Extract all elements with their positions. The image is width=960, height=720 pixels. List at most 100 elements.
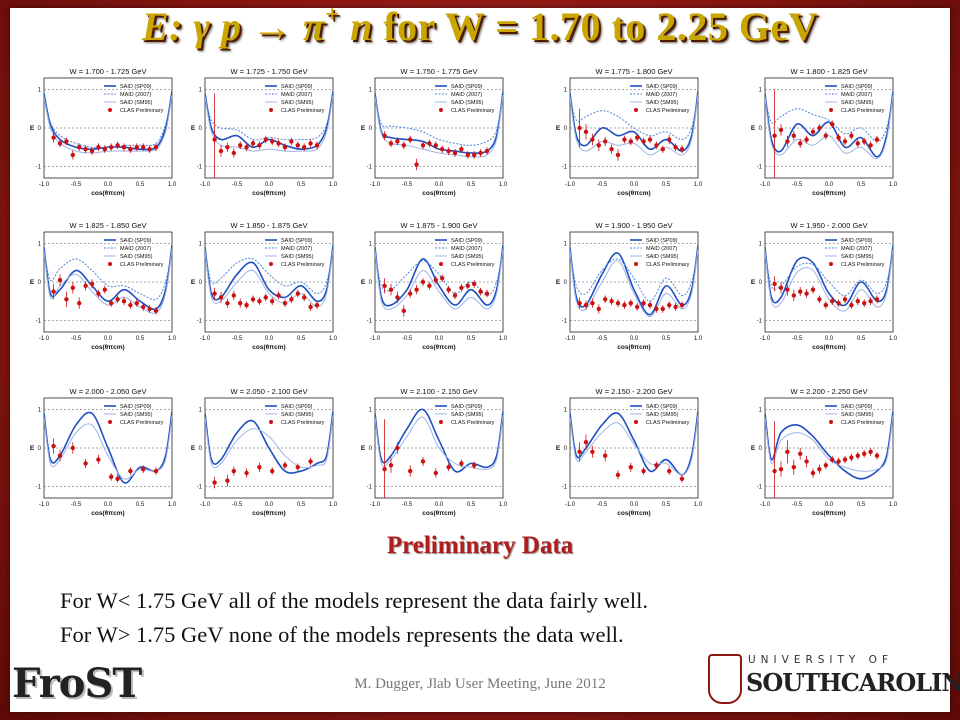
- data-point: [153, 468, 159, 474]
- data-point: [583, 302, 589, 308]
- x-tick-label: 1.0: [168, 502, 177, 508]
- data-point: [596, 143, 601, 148]
- title-superscript: +: [325, 2, 340, 28]
- data-point: [147, 146, 152, 152]
- data-point: [134, 145, 139, 150]
- x-tick-label: -0.5: [232, 502, 243, 508]
- plot-title: W = 1.875 - 1.900 GeV: [401, 221, 478, 230]
- model-curve: [765, 245, 893, 307]
- model-curve: [205, 249, 333, 308]
- model-curve: [44, 245, 172, 311]
- legend-entry: MAID (2007): [120, 92, 151, 98]
- x-tick-label: 1.0: [499, 502, 508, 508]
- data-point: [115, 476, 120, 481]
- data-point: [478, 150, 483, 156]
- model-curve: [375, 249, 503, 310]
- plot-panel: W = 1.775 - 1.800 GeV 1 0 -1 E -1.0 -0.5 0.0 0.5…: [556, 67, 703, 197]
- data-point: [270, 299, 275, 304]
- data-point: [121, 299, 127, 304]
- y-tick-label: 0: [564, 280, 568, 286]
- data-point: [440, 275, 445, 281]
- x-tick-label: 1.0: [889, 502, 898, 508]
- y-tick-label: 1: [38, 88, 42, 94]
- data-point: [244, 145, 249, 150]
- data-point: [395, 445, 400, 451]
- legend-entry: MAID (2007): [281, 246, 312, 252]
- legend-entry: CLAS Preliminary: [451, 420, 495, 426]
- y-tick-label: -1: [36, 318, 42, 324]
- data-point: [874, 297, 880, 302]
- data-point: [577, 125, 582, 131]
- data-point: [83, 461, 88, 466]
- data-point: [128, 302, 133, 308]
- data-point: [459, 461, 464, 466]
- data-point: [440, 146, 445, 152]
- x-tick-label: 0.5: [297, 336, 306, 342]
- data-point: [212, 291, 217, 296]
- x-tick-label: -1.0: [39, 182, 50, 188]
- data-point: [836, 459, 841, 464]
- data-point: [446, 465, 451, 470]
- legend-entry: SAID (SP09): [120, 404, 152, 410]
- x-axis-label: cos(θπcm): [91, 510, 124, 517]
- usc-logo-top: UNIVERSITY OF: [748, 654, 893, 666]
- data-point: [830, 121, 835, 127]
- data-point: [791, 133, 796, 138]
- data-point: [270, 139, 275, 144]
- x-axis-label: cos(θπcm): [91, 344, 124, 351]
- x-tick-label: 0.5: [662, 336, 671, 342]
- data-point: [89, 281, 95, 287]
- data-point: [772, 133, 777, 138]
- y-axis-label: E: [751, 279, 756, 286]
- x-tick-label: -1.0: [760, 336, 771, 342]
- y-axis-label: E: [361, 125, 366, 132]
- data-point: [109, 300, 114, 306]
- y-tick-label: 0: [759, 446, 763, 452]
- data-point: [849, 133, 854, 138]
- model-curve: [44, 93, 172, 149]
- data-point: [96, 145, 101, 150]
- data-point: [654, 306, 659, 312]
- legend-entry: SAID (SP09): [646, 238, 678, 244]
- data-point: [798, 141, 803, 146]
- model-curve: [765, 93, 893, 142]
- x-axis-label: cos(θπcm): [252, 190, 285, 197]
- legend-entry: SAID (SP09): [646, 404, 678, 410]
- x-axis-label: cos(θπcm): [422, 190, 455, 197]
- x-tick-label: -0.5: [71, 502, 82, 508]
- y-tick-label: -1: [757, 484, 763, 490]
- data-point: [414, 287, 419, 292]
- data-point: [484, 291, 490, 296]
- legend-entry: SAID (SP09): [841, 84, 873, 90]
- data-point: [836, 300, 841, 306]
- data-point: [244, 302, 249, 308]
- x-axis-label: cos(θπcm): [422, 344, 455, 351]
- x-axis-label: cos(θπcm): [812, 190, 845, 197]
- data-point: [433, 143, 438, 148]
- legend-entry: CLAS Preliminary: [120, 262, 164, 268]
- legend-marker: [108, 108, 112, 112]
- data-point: [609, 146, 614, 152]
- data-point: [583, 129, 589, 135]
- plot-panel: W = 1.825 - 1.850 GeV 1 0 -1 E -1.0 -0.5 0.0 0.5…: [30, 221, 177, 351]
- x-tick-label: 0.0: [104, 182, 113, 188]
- legend-marker: [634, 108, 638, 112]
- data-point: [647, 302, 653, 308]
- data-point: [238, 143, 243, 148]
- plot-title: W = 1.725 - 1.750 GeV: [231, 67, 308, 76]
- x-tick-label: -1.0: [370, 182, 381, 188]
- data-point: [225, 300, 230, 306]
- legend-entry: CLAS Preliminary: [120, 108, 164, 114]
- data-point: [849, 302, 854, 308]
- preliminary-label: Preliminary Data: [386, 532, 574, 559]
- y-tick-label: -1: [562, 164, 568, 170]
- x-tick-label: 0.0: [630, 182, 639, 188]
- x-tick-label: -0.5: [232, 336, 243, 342]
- data-point: [70, 152, 76, 158]
- data-point: [414, 162, 419, 167]
- data-point: [109, 474, 114, 480]
- legend-entry: SAID (SM95): [120, 412, 153, 418]
- model-curve: [765, 95, 893, 160]
- data-point: [465, 152, 470, 158]
- data-point: [817, 297, 822, 302]
